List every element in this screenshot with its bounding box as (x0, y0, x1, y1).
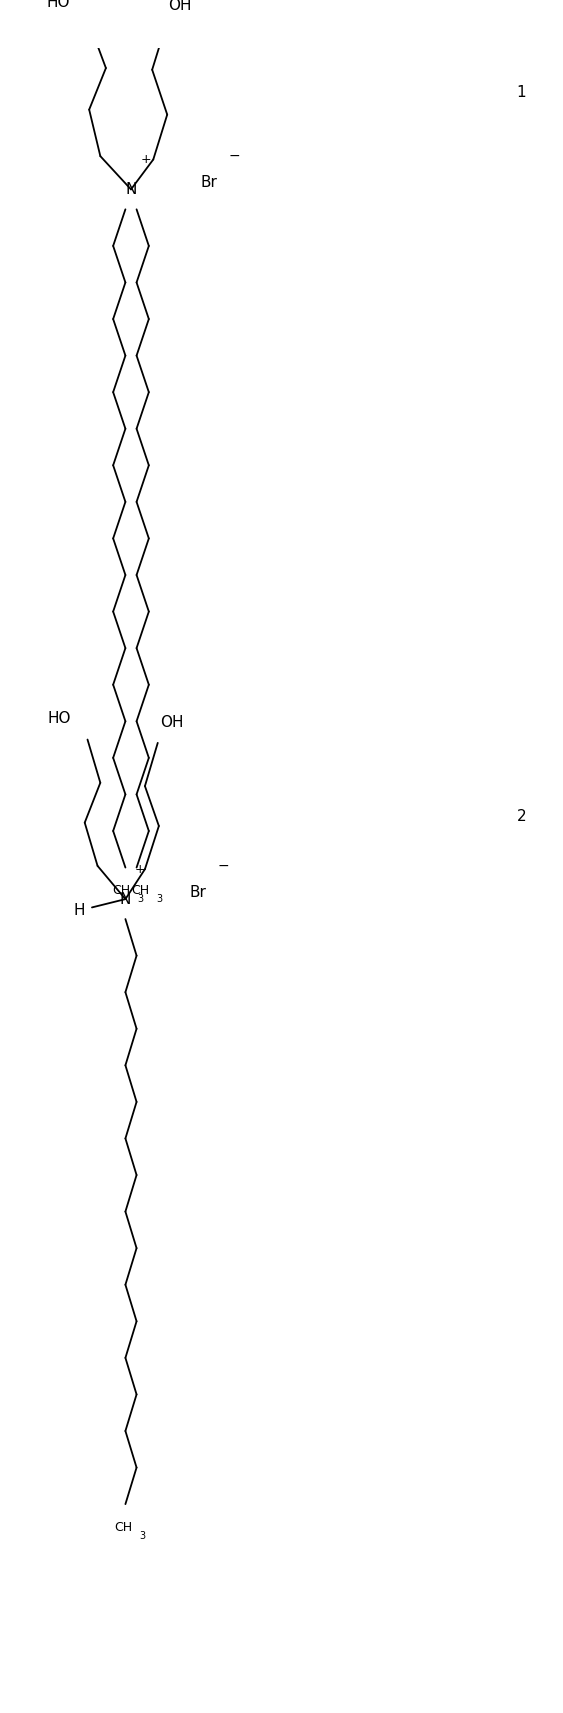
Text: +: + (140, 152, 151, 166)
Text: −: − (229, 149, 240, 163)
Text: 3: 3 (140, 1531, 145, 1540)
Text: −: − (217, 858, 229, 872)
Text: HO: HO (47, 711, 71, 726)
Text: HO: HO (46, 0, 70, 10)
Text: OH: OH (160, 714, 184, 730)
Text: N: N (126, 182, 137, 197)
Text: 3: 3 (156, 894, 162, 904)
Text: 1: 1 (516, 84, 526, 99)
Text: 2: 2 (516, 809, 526, 824)
Text: CH: CH (131, 884, 149, 898)
Text: Br: Br (190, 886, 207, 899)
Text: Br: Br (200, 175, 217, 190)
Text: OH: OH (168, 0, 192, 14)
Text: CH: CH (114, 1521, 132, 1533)
Text: CH: CH (112, 884, 130, 898)
Text: N: N (120, 891, 131, 906)
Text: +: + (135, 863, 145, 875)
Text: H: H (74, 903, 85, 918)
Text: 3: 3 (138, 894, 144, 904)
